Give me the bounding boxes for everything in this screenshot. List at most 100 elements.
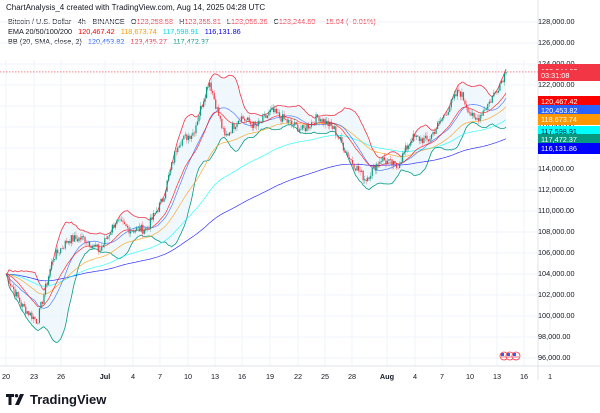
candle [230,132,232,134]
time-tick-label: 23 [29,372,39,381]
candle [408,145,410,150]
candle [362,170,364,181]
candle [310,122,313,127]
candle [338,136,340,139]
candle [386,160,389,164]
candle [251,124,253,129]
candle [25,306,27,314]
candle [219,115,221,119]
price-tick-label: 104,000.00 [538,269,575,278]
candle [294,122,296,126]
candle [316,114,319,118]
time-tick-label: 4 [130,372,136,381]
candle [374,164,376,171]
candle [161,198,164,202]
candle [73,235,75,242]
candle [81,235,83,240]
candle [131,231,133,232]
candle [388,159,390,161]
candle [143,230,145,234]
candle [145,228,147,231]
candle [392,161,395,166]
candle [377,163,379,165]
candle [309,126,311,129]
candle [224,128,226,136]
candle [458,89,460,92]
candle [192,132,194,136]
candle [341,137,343,144]
candle [265,114,267,118]
candle [31,312,33,320]
candle [137,227,139,228]
candle [453,94,455,99]
candle [482,110,484,116]
candle [55,249,57,260]
candle [292,124,294,126]
candle [54,259,56,261]
candle [484,110,486,111]
price-badge: 117,472.37 [538,134,600,146]
candle [306,124,308,132]
candle [424,135,427,138]
candle [163,198,165,202]
candle [195,125,197,134]
bb-row: BB (20, SMA, close, 2) 120,453.82 123,43… [8,37,380,47]
candle [488,101,490,105]
bb-basis-value: 120,453.82 [87,37,125,46]
candle [383,157,386,161]
candle [417,135,419,137]
candle [130,231,132,234]
candle [183,135,185,140]
candle [98,244,100,252]
bb-lower-value: 117,472.37 [172,37,209,46]
candle [420,138,422,142]
candle [262,115,264,123]
time-tick-label: 13 [492,372,502,381]
price-tick-label: 100,000.00 [538,311,575,320]
time-tick-label: Aug [379,372,395,381]
candle [227,134,229,136]
candle [58,252,60,254]
candle [505,71,507,74]
candle [373,164,375,169]
candle [353,163,355,169]
flag-canton [501,353,504,356]
candle [122,220,124,223]
candle [12,286,15,290]
candle [158,202,161,212]
candle [149,217,151,229]
candle [303,125,305,128]
candle [313,123,316,125]
ema50-value: 118,673.74 [120,27,157,36]
candle [206,87,208,99]
candle [96,244,98,247]
candle [210,82,212,91]
brand-name: TradingView [30,392,107,407]
candle [357,166,360,171]
candle [429,138,431,142]
candle [102,244,104,248]
candle [364,179,366,181]
candle [178,145,180,148]
candle [93,244,95,246]
candle [50,261,53,270]
candle [63,248,65,249]
candle [423,137,425,144]
ema50-line [5,106,507,295]
candle [126,225,129,228]
candle [119,219,121,221]
candle [152,213,155,220]
candle [218,107,220,116]
candle [295,122,297,125]
candle [348,157,351,159]
candle [84,236,86,243]
candle [440,120,442,122]
candle [399,164,401,169]
candle [6,274,9,277]
candle [128,227,130,234]
candle [90,246,92,249]
candle [493,92,495,97]
time-tick-label: 1 [547,372,553,381]
candle [409,142,411,146]
